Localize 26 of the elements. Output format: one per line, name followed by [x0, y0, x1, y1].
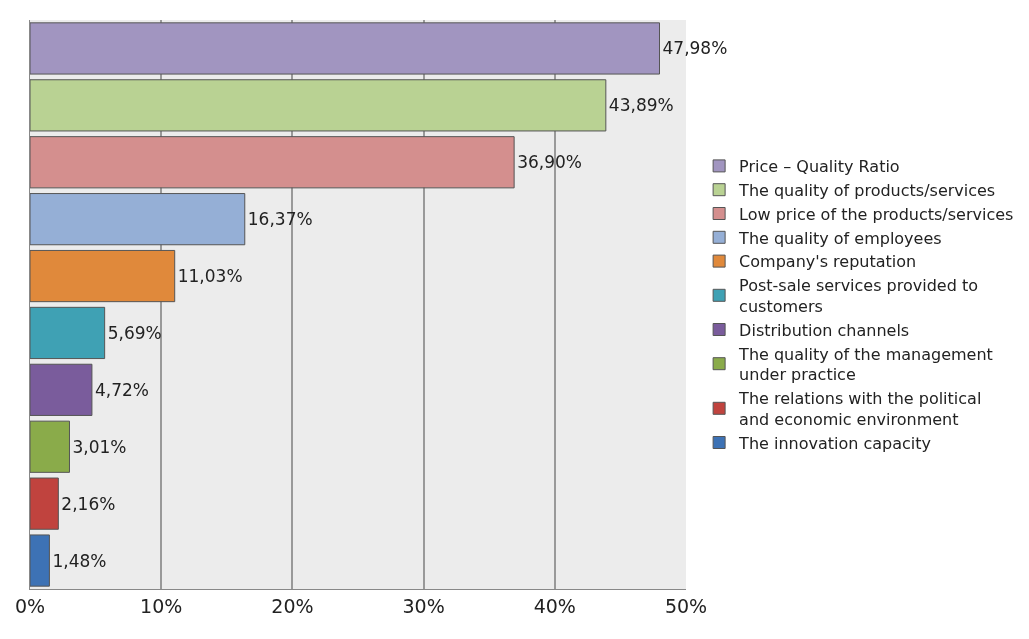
- legend-label: Post-sale services provided to customers: [739, 276, 979, 316]
- x-tick-label: 40%: [533, 594, 576, 617]
- data-label: 11,03%: [177, 266, 243, 287]
- legend-label: Price – Quality Ratio: [739, 157, 900, 177]
- data-label: 47,98%: [662, 38, 728, 59]
- x-tick-label: 50%: [664, 594, 708, 617]
- legend-label: The innovation capacity: [738, 433, 932, 453]
- x-tick-label: 10%: [140, 594, 183, 617]
- data-label: 16,37%: [247, 209, 313, 230]
- legend-label: The quality of the management under practice: [738, 344, 993, 385]
- legend-label: The relations with the political and economic environment: [738, 389, 982, 429]
- legend-label: The quality of products/services: [738, 180, 996, 200]
- x-tick-label: 20%: [271, 594, 314, 617]
- legend-label: Company's reputation: [739, 252, 917, 272]
- x-tick-label: 30%: [402, 594, 445, 617]
- data-label: 3,01%: [72, 436, 127, 457]
- legend-label: Distribution channels: [739, 320, 910, 340]
- data-label: 36,90%: [517, 152, 582, 173]
- data-label: 43,89%: [608, 95, 674, 116]
- data-label: 4,72%: [94, 379, 149, 400]
- legend-label: Low price of the products/services: [739, 204, 1014, 224]
- data-label: 2,16%: [61, 493, 116, 514]
- x-tick-label: 0%: [14, 594, 46, 617]
- legend-label: The quality of employees: [738, 228, 942, 248]
- data-label: 5,69%: [107, 322, 162, 343]
- data-label: 1,48%: [52, 550, 107, 571]
